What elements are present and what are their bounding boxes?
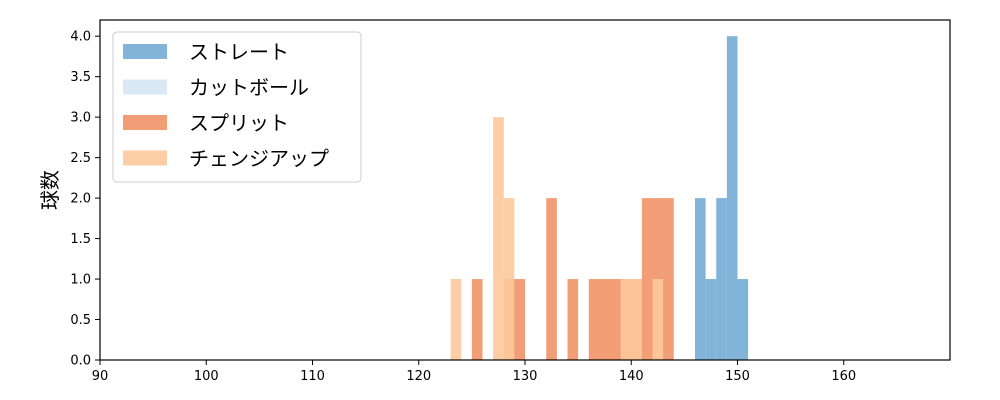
y-tick-label: 1.0 (70, 273, 91, 288)
y-tick-label: 2.0 (70, 192, 91, 207)
x-tick-label: 90 (92, 369, 109, 384)
bar-series0-bin0 (695, 198, 706, 360)
y-tick-label: 4.0 (70, 30, 91, 45)
x-tick-label: 110 (300, 369, 325, 384)
legend-label: チェンジアップ (189, 147, 329, 171)
legend-swatch (123, 44, 167, 59)
y-tick-label: 3.5 (70, 70, 91, 85)
bars-layer (450, 36, 749, 361)
bar-series0-bin4 (737, 279, 749, 360)
y-tick-label: 3.0 (70, 111, 91, 126)
bar-series3-bin2 (503, 198, 515, 360)
bar-series2-bin3 (567, 279, 579, 360)
y-tick-label: 0.5 (70, 313, 91, 328)
x-tick-label: 160 (831, 369, 856, 384)
bar-series3-bin4 (652, 279, 664, 360)
bar-series0-bin3 (726, 36, 738, 360)
x-tick-label: 140 (619, 369, 644, 384)
y-tick-label: 1.5 (70, 232, 91, 247)
x-tick-label: 100 (194, 369, 219, 384)
legend-swatch (123, 115, 167, 130)
x-tick-label: 130 (513, 369, 538, 384)
legend-swatch (123, 150, 167, 166)
x-tick-label: 120 (406, 369, 431, 384)
x-tick-label: 150 (725, 369, 750, 384)
bar-series3-bin1 (493, 117, 504, 361)
legend-swatch (123, 79, 167, 95)
bar-series3-bin3 (620, 279, 642, 360)
x-axis: 90 100 110 120 130 140 150 160 (92, 360, 856, 384)
legend-label: カットボール (189, 76, 309, 100)
legend-box (112, 31, 362, 183)
y-tick-label: 0.0 (70, 354, 91, 369)
bar-series2-bin0 (471, 279, 483, 360)
y-axis: 0.0 0.5 1.0 1.5 2.0 2.5 3.0 3.5 4.0 (70, 30, 100, 369)
y-tick-label: 2.5 (70, 151, 91, 166)
y-axis-label: 球数 (38, 170, 62, 210)
bar-series3-bin0 (450, 279, 462, 360)
legend-label: スプリット (189, 111, 289, 135)
bar-series2-bin2 (546, 198, 557, 360)
legend-label: ストレート (189, 40, 289, 64)
bar-series0-bin1 (705, 279, 717, 360)
bar-series0-bin2 (716, 198, 727, 360)
